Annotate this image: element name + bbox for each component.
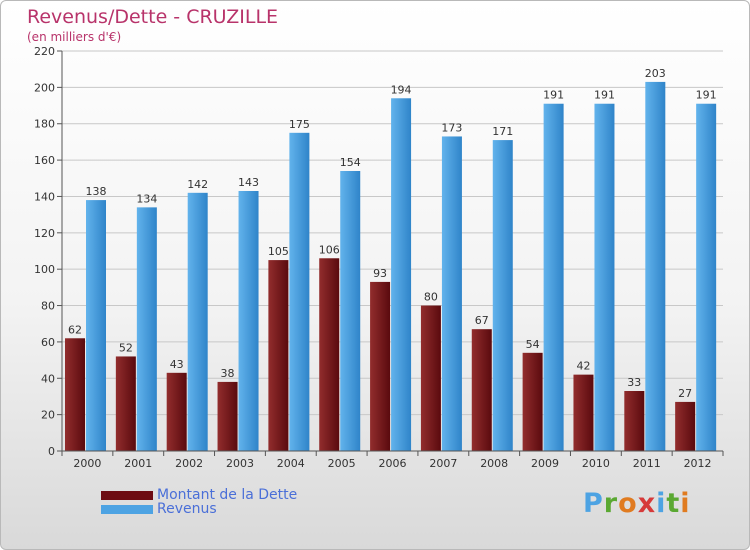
x-tick-label: 2004 <box>277 457 305 470</box>
bar-revenue-2011 <box>645 81 666 451</box>
bar-revenue-2002 <box>187 192 208 451</box>
bar-revenue-2008 <box>492 140 513 451</box>
legend-label-debt: Montant de la Dette <box>157 487 298 503</box>
y-tick-label: 100 <box>34 263 55 276</box>
data-label-revenue-2005: 154 <box>340 156 361 169</box>
data-label-debt-2008: 67 <box>475 314 489 327</box>
bar-debt-2004 <box>268 260 289 451</box>
bar-revenue-2010 <box>594 103 615 452</box>
logo-letter: i <box>656 488 667 519</box>
legend-item-revenue: Revenus <box>101 501 217 517</box>
y-tick-label: 180 <box>34 118 55 131</box>
x-tick-label: 2006 <box>379 457 407 470</box>
y-tick-label: 0 <box>48 445 55 458</box>
legend-label-revenue: Revenus <box>157 501 217 517</box>
data-label-revenue-2007: 173 <box>441 121 462 134</box>
y-tick-label: 220 <box>34 45 55 58</box>
bar-revenue-2003 <box>238 191 259 451</box>
chart-title: Revenus/Dette - CRUZILLE <box>27 6 279 28</box>
logo-letter: o <box>618 488 638 519</box>
y-tick-label: 120 <box>34 227 55 240</box>
logo-letter: P <box>583 488 604 519</box>
legend-swatch-revenue <box>101 504 153 514</box>
data-label-debt-2010: 42 <box>576 360 590 373</box>
data-label-revenue-2008: 171 <box>492 125 513 138</box>
data-label-revenue-2012: 191 <box>696 89 717 102</box>
y-tick-label: 80 <box>41 300 55 313</box>
data-label-revenue-2001: 134 <box>136 192 157 205</box>
y-tick-label: 20 <box>41 409 55 422</box>
logo-letter: r <box>603 488 619 519</box>
y-tick-label: 160 <box>34 154 55 167</box>
bar-debt-2002 <box>166 372 187 451</box>
bar-revenue-2006 <box>391 98 412 451</box>
legend-item-debt: Montant de la Dette <box>101 487 297 503</box>
data-label-debt-2012: 27 <box>678 387 692 400</box>
bar-debt-2000 <box>65 338 85 451</box>
data-label-revenue-2010: 191 <box>594 89 615 102</box>
x-tick-label: 2000 <box>73 457 101 470</box>
data-label-debt-2007: 80 <box>424 291 438 304</box>
y-tick-label: 200 <box>34 81 55 94</box>
y-tick-label: 40 <box>41 372 55 385</box>
logo-letter: i <box>680 488 691 519</box>
x-tick-label: 2005 <box>328 457 356 470</box>
bar-revenue-2004 <box>289 132 310 451</box>
bar-revenue-2001 <box>136 207 157 451</box>
bar-debt-2007 <box>420 305 441 451</box>
x-tick-label: 2002 <box>175 457 203 470</box>
data-label-revenue-2004: 175 <box>289 118 310 131</box>
bar-revenue-2005 <box>340 171 361 451</box>
bar-debt-2006 <box>370 281 391 451</box>
x-tick-label: 2003 <box>226 457 254 470</box>
bar-debt-2008 <box>471 329 492 451</box>
legend-swatch-debt <box>101 490 153 500</box>
chart-subtitle: (en milliers d'€) <box>27 30 122 44</box>
data-label-debt-2005: 106 <box>319 243 340 256</box>
bar-debt-2012 <box>675 401 696 451</box>
x-tick-label: 2007 <box>429 457 457 470</box>
data-label-debt-2003: 38 <box>221 367 235 380</box>
x-tick-label: 2011 <box>633 457 661 470</box>
logo-letter: x <box>637 488 657 519</box>
x-tick-label: 2008 <box>480 457 508 470</box>
data-label-debt-2009: 54 <box>526 338 540 351</box>
data-label-debt-2006: 93 <box>373 267 387 280</box>
bar-debt-2005 <box>319 258 340 451</box>
x-tick-label: 2009 <box>531 457 559 470</box>
logo-letter: t <box>666 488 681 519</box>
data-label-revenue-2009: 191 <box>543 89 564 102</box>
bar-revenue-2012 <box>696 103 717 452</box>
data-label-revenue-2011: 203 <box>645 67 666 80</box>
data-label-revenue-2000: 138 <box>86 185 107 198</box>
x-tick-label: 2001 <box>124 457 152 470</box>
data-label-debt-2000: 62 <box>68 323 82 336</box>
proxiti-logo: Proxiti <box>583 488 691 519</box>
bar-debt-2003 <box>217 381 238 451</box>
bar-debt-2009 <box>522 352 543 451</box>
y-tick-label: 60 <box>41 336 55 349</box>
y-tick-label: 140 <box>34 190 55 203</box>
data-label-debt-2002: 43 <box>170 358 184 371</box>
bar-debt-2011 <box>624 391 645 451</box>
x-tick-label: 2012 <box>684 457 712 470</box>
data-label-debt-2011: 33 <box>627 376 641 389</box>
data-label-debt-2001: 52 <box>119 341 133 354</box>
bar-revenue-2000 <box>86 200 106 451</box>
bar-revenue-2009 <box>543 103 564 452</box>
bar-debt-2010 <box>573 374 594 451</box>
bar-debt-2001 <box>115 356 136 451</box>
data-label-revenue-2002: 142 <box>187 178 208 191</box>
data-label-debt-2004: 105 <box>268 245 289 258</box>
data-label-revenue-2006: 194 <box>391 83 412 96</box>
data-label-revenue-2003: 143 <box>238 176 259 189</box>
bar-revenue-2007 <box>441 136 462 452</box>
x-tick-label: 2010 <box>582 457 610 470</box>
